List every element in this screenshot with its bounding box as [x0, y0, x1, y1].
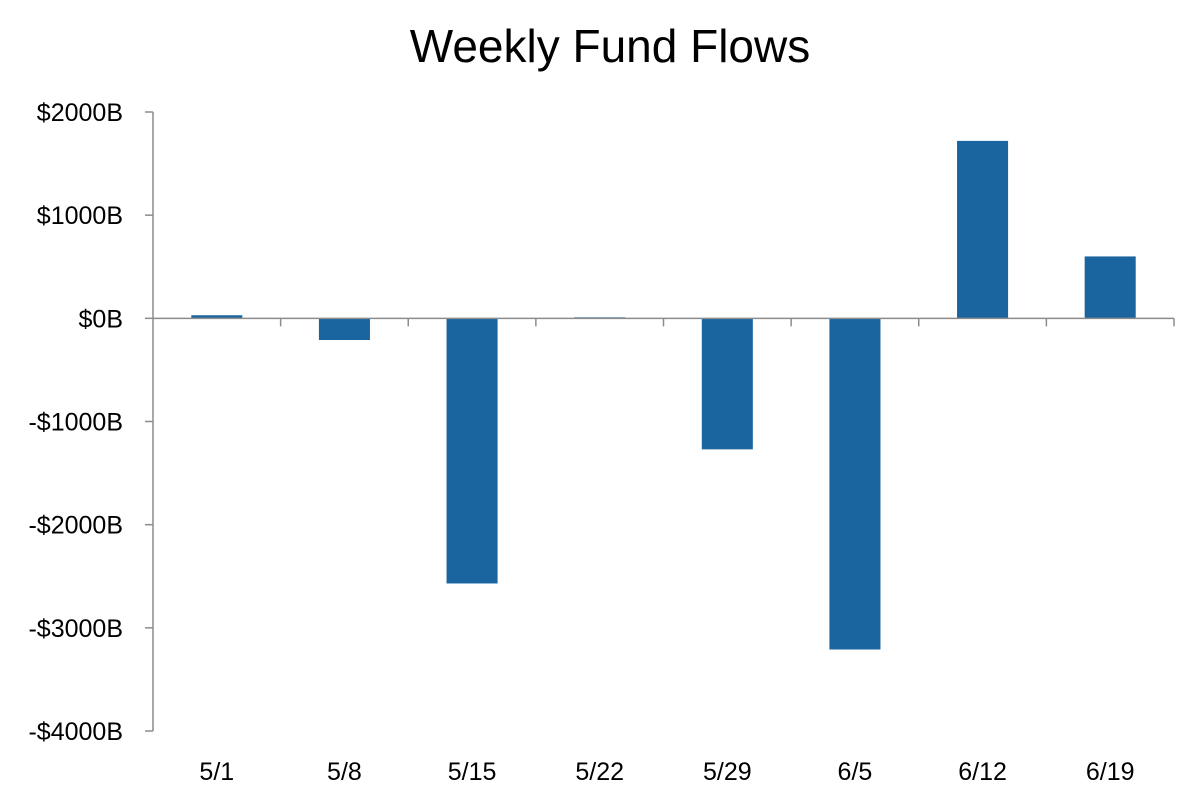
x-axis-tick-labels: 5/1 5/8 5/15 5/22 5/29 6/5 6/12 6/19 — [199, 758, 1134, 786]
x-tick-label: 6/19 — [1086, 758, 1135, 786]
y-tick-label: $2000B — [37, 99, 123, 127]
y-tick-label: -$4000B — [28, 718, 123, 746]
bar-5-15 — [446, 318, 498, 584]
bar-5-1 — [191, 315, 243, 319]
bar-6-12 — [957, 140, 1009, 319]
x-tick-label: 5/22 — [575, 758, 624, 786]
y-axis-tick-labels: $2000B $1000B $0B -$1000B -$2000B -$3000B -$40… — [28, 99, 123, 746]
bar-6-5 — [829, 318, 881, 650]
x-tick-label: 5/15 — [448, 758, 497, 786]
y-tick-label: -$1000B — [28, 409, 123, 437]
x-tick-label: 6/5 — [838, 758, 873, 786]
x-tick-label: 5/1 — [199, 758, 234, 786]
y-axis-ticks — [145, 111, 153, 732]
x-axis-ticks — [279, 318, 1175, 327]
bar-5-29 — [701, 318, 753, 450]
bar-5-8 — [318, 318, 370, 340]
y-tick-label: -$2000B — [28, 512, 123, 540]
chart-title: Weekly Fund Flows — [410, 20, 811, 72]
x-tick-label: 6/12 — [958, 758, 1007, 786]
x-tick-label: 5/8 — [327, 758, 362, 786]
x-tick-label: 5/29 — [703, 758, 752, 786]
y-tick-label: $0B — [79, 305, 123, 333]
bar-series — [191, 140, 1136, 650]
bar-6-19 — [1084, 256, 1136, 319]
y-tick-label: -$3000B — [28, 615, 123, 643]
y-tick-label: $1000B — [37, 202, 123, 230]
